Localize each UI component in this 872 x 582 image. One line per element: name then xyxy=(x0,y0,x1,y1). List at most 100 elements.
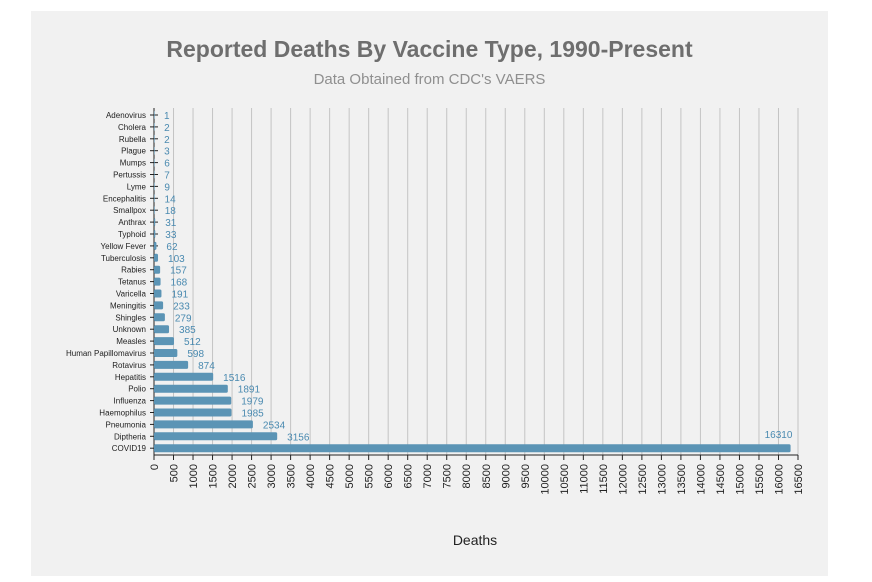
x-tick-label: 11500 xyxy=(598,464,610,494)
bar xyxy=(154,122,155,131)
bar xyxy=(154,301,164,310)
x-tick-label: 16000 xyxy=(773,464,785,495)
data-label: 191 xyxy=(171,290,188,301)
x-tick-label: 3500 xyxy=(286,464,298,488)
bar xyxy=(154,265,161,274)
y-tick-label: COVID19 xyxy=(112,444,147,453)
x-axis-label: Deaths xyxy=(452,532,498,548)
bar xyxy=(154,408,232,417)
x-tick-label: 15500 xyxy=(754,464,766,495)
x-tick-label: 14500 xyxy=(715,464,727,495)
x-tick-label: 8000 xyxy=(461,464,473,488)
y-tick-label: Diptheria xyxy=(114,432,147,441)
data-label: 1891 xyxy=(238,385,261,396)
data-label: 157 xyxy=(170,266,187,277)
data-label: 512 xyxy=(184,337,201,348)
bar xyxy=(154,158,155,167)
y-tick-label: Polio xyxy=(128,385,146,394)
bar xyxy=(154,289,162,298)
bar xyxy=(154,111,155,119)
y-tick-label: Rotavirus xyxy=(112,361,146,370)
data-label: 3 xyxy=(164,147,170,158)
x-tick-label: 5500 xyxy=(364,464,376,488)
bar xyxy=(154,420,253,429)
chart-subtitle: Data Obtained from CDC's VAERS xyxy=(313,71,546,88)
bar xyxy=(154,218,156,227)
x-tick-label: 14000 xyxy=(695,464,707,495)
bar xyxy=(154,349,178,357)
x-tick-label: 5000 xyxy=(344,464,356,488)
bar xyxy=(154,444,791,453)
bar xyxy=(154,277,161,286)
data-label: 233 xyxy=(173,301,190,312)
x-tick-label: 15000 xyxy=(734,464,746,495)
y-tick-label: Mumps xyxy=(120,159,146,168)
data-label: 598 xyxy=(187,349,204,360)
data-label: 33 xyxy=(165,230,177,241)
bar xyxy=(154,146,155,155)
x-tick-label: 7000 xyxy=(422,464,434,488)
y-tick-label: Cholera xyxy=(118,123,147,132)
y-tick-label: Tuberculosis xyxy=(101,254,146,263)
data-label: 2 xyxy=(164,123,170,134)
x-tick-label: 2000 xyxy=(227,464,239,488)
bar xyxy=(154,360,189,369)
y-tick-label: Tetanus xyxy=(118,278,146,287)
bar xyxy=(154,384,228,393)
bar xyxy=(154,313,165,322)
x-tick-label: 7500 xyxy=(442,464,454,488)
data-label: 14 xyxy=(165,194,177,205)
x-tick-label: 12000 xyxy=(617,464,629,495)
x-tick-label: 13000 xyxy=(656,464,668,495)
x-tick-label: 11000 xyxy=(578,464,590,494)
x-tick-label: 6000 xyxy=(383,464,395,488)
bar xyxy=(154,253,159,262)
x-tick-label: 16500 xyxy=(793,464,805,495)
x-tick-label: 9000 xyxy=(500,464,512,488)
data-label: 103 xyxy=(168,254,185,265)
y-tick-label: Lyme xyxy=(127,182,147,191)
y-tick-label: Meningitis xyxy=(110,301,146,310)
x-tick-label: 2500 xyxy=(247,464,259,488)
data-label: 874 xyxy=(198,361,215,372)
x-tick-label: 12500 xyxy=(637,464,649,495)
y-tick-label: Rubella xyxy=(119,135,147,144)
x-tick-label: 10500 xyxy=(559,464,571,495)
data-label: 16310 xyxy=(765,430,793,441)
bar xyxy=(154,170,155,179)
x-tick-label: 4000 xyxy=(305,464,317,488)
x-tick-label: 1000 xyxy=(188,464,200,488)
data-label: 62 xyxy=(166,242,178,253)
y-tick-label: Pneumonia xyxy=(106,420,147,429)
data-label: 279 xyxy=(175,313,192,324)
y-tick-label: Hepatitis xyxy=(115,373,146,382)
x-tick-label: 3000 xyxy=(266,464,278,488)
x-tick-label: 4500 xyxy=(325,464,337,488)
bar xyxy=(154,230,156,238)
data-label: 9 xyxy=(164,182,170,193)
bar xyxy=(154,432,278,441)
y-tick-label: Adenovirus xyxy=(106,111,146,120)
bar xyxy=(154,241,157,250)
y-tick-label: Haemophilus xyxy=(99,409,146,418)
x-tick-label: 6500 xyxy=(403,464,415,488)
bar xyxy=(154,206,155,215)
y-tick-label: Shingles xyxy=(115,313,146,322)
y-tick-label: Measles xyxy=(116,337,146,346)
x-tick-label: 8500 xyxy=(481,464,493,488)
x-tick-label: 10000 xyxy=(539,464,551,495)
data-label: 2 xyxy=(164,135,170,146)
bar xyxy=(154,194,155,203)
data-label: 2534 xyxy=(263,420,286,431)
data-label: 31 xyxy=(165,218,177,229)
x-tick-label: 9500 xyxy=(520,464,532,488)
y-tick-label: Pertussis xyxy=(113,171,146,180)
bar xyxy=(154,182,155,191)
y-tick-label: Unknown xyxy=(113,325,146,334)
y-tick-label: Anthrax xyxy=(118,218,146,227)
data-label: 168 xyxy=(171,278,188,289)
data-label: 18 xyxy=(165,206,177,217)
bar xyxy=(154,337,174,346)
chart-title: Reported Deaths By Vaccine Type, 1990-Pr… xyxy=(166,36,693,62)
y-tick-label: Typhoid xyxy=(118,230,146,239)
